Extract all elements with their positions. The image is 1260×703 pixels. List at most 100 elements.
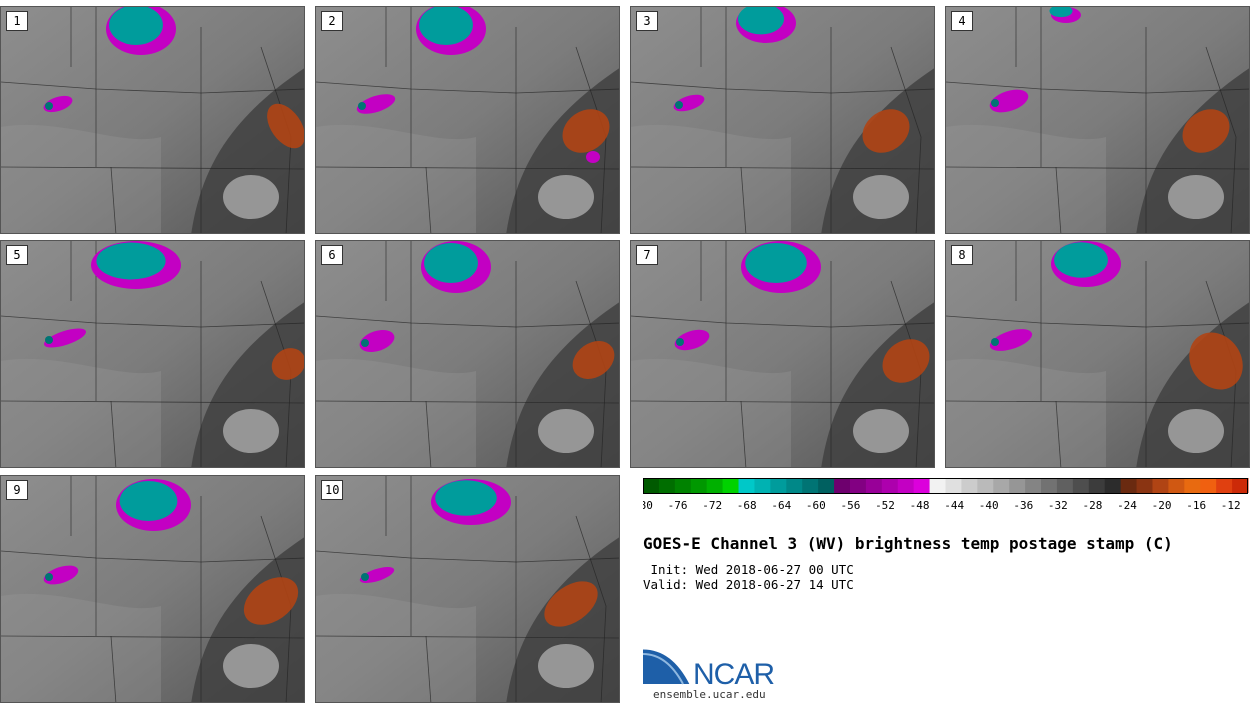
western-storm-core: [45, 336, 53, 344]
western-storm: [989, 329, 1033, 351]
colorbar-bin: [1120, 478, 1138, 493]
colorbar-tick-label: -64: [771, 499, 791, 512]
wv-map-5: [1, 241, 304, 467]
light-cloud: [538, 644, 594, 688]
state-boundary: [1, 166, 304, 170]
western-storm: [989, 89, 1029, 113]
state-boundary: [1205, 46, 1237, 233]
state-boundary: [425, 166, 432, 233]
wv-map-7: [631, 241, 934, 467]
member-label: 9: [6, 480, 28, 500]
warm-feature: [271, 348, 304, 380]
colorbar-tick-label: -16: [1186, 499, 1206, 512]
member-panel-3: 3: [630, 6, 935, 234]
warm-feature: [882, 339, 930, 383]
state-boundary: [631, 166, 934, 170]
colorbar-tick-label: -56: [840, 499, 860, 512]
wv-map-2: [316, 7, 619, 233]
state-boundary: [1, 400, 304, 404]
logo-url: ensemble.ucar.edu: [653, 688, 766, 701]
colorbar-bin: [961, 478, 978, 493]
wv-map-9: [1, 476, 304, 702]
colorbar-bin: [802, 478, 819, 493]
colorbar-bin: [1072, 478, 1090, 493]
member-panel-4: 4: [945, 6, 1250, 234]
coldest-cloud-top: [737, 7, 785, 35]
coldest-cloud-top: [419, 7, 473, 45]
warm-feature: [267, 103, 304, 149]
state-boundary: [316, 635, 619, 639]
warm-feature: [1182, 109, 1230, 153]
western-storm-core: [991, 338, 999, 346]
state-boundary: [110, 635, 117, 702]
coldest-cloud-top: [424, 243, 478, 283]
state-boundary: [110, 400, 117, 467]
wv-map-4: [946, 7, 1249, 233]
light-cloud: [538, 175, 594, 219]
warm-feature: [243, 577, 299, 625]
colorbar-tick-label: -24: [1117, 499, 1137, 512]
moist-region: [1, 593, 161, 702]
southern-storm: [586, 151, 600, 163]
init-time: Init: Wed 2018-06-27 00 UTC: [643, 562, 854, 577]
colorbar-frame: [643, 478, 1248, 494]
state-boundary: [890, 46, 922, 233]
colorbar-bin: [1168, 478, 1185, 493]
state-boundary: [946, 81, 1249, 94]
coldest-cloud-top: [1054, 242, 1108, 278]
colorbar-bin: [834, 478, 851, 493]
wv-map-3: [631, 7, 934, 233]
coldest-cloud-top: [1049, 7, 1073, 18]
colorbar-bin: [706, 478, 724, 493]
member-label: 8: [951, 245, 973, 265]
colorbar-tick-label: -80: [643, 499, 653, 512]
western-storm-core: [676, 338, 684, 346]
state-boundary: [425, 635, 432, 702]
warm-feature: [544, 581, 598, 627]
state-boundary: [1055, 400, 1062, 467]
state-boundary: [575, 515, 607, 702]
western-storm: [43, 565, 79, 585]
colorbar-tick-label: -44: [944, 499, 964, 512]
member-panel-9: 9: [0, 475, 305, 703]
colorbar-bin: [945, 478, 962, 493]
colorbar-bin: [754, 478, 771, 493]
light-cloud: [1168, 175, 1224, 219]
state-boundary: [631, 400, 934, 404]
colorbar-bin: [1025, 478, 1042, 493]
light-cloud: [223, 644, 279, 688]
member-label: 1: [6, 11, 28, 31]
colorbar: -80 -76 -72 -68 -64 -60 -56 -52 -48 -44 -40 -36 -32 -…: [643, 478, 1249, 512]
coldest-cloud-top: [745, 243, 807, 283]
colorbar-tick-label: -48: [910, 499, 930, 512]
coldest-cloud-top: [96, 242, 166, 280]
light-cloud: [853, 175, 909, 219]
member-panel-1: 1: [0, 6, 305, 234]
state-boundary: [1, 315, 304, 328]
wv-map-6: [316, 241, 619, 467]
moist-region: [631, 358, 791, 467]
state-boundary: [316, 315, 619, 328]
warm-feature: [862, 109, 910, 153]
member-label: 2: [321, 11, 343, 31]
member-panel-5: 5: [0, 240, 305, 468]
colorbar-bin: [897, 478, 915, 493]
state-boundary: [1055, 166, 1062, 233]
colorbar-bin: [658, 478, 676, 493]
state-boundary: [740, 400, 747, 467]
coldest-cloud-top: [109, 7, 163, 45]
colorbar-bin: [865, 478, 883, 493]
member-panel-6: 6: [315, 240, 620, 468]
wv-map-1: [1, 7, 304, 233]
warm-feature: [572, 341, 615, 379]
moist-region: [316, 124, 476, 233]
figure-title: GOES-E Channel 3 (WV) brightness temp po…: [643, 534, 1173, 553]
state-boundary: [316, 166, 619, 170]
colorbar-bin: [722, 478, 740, 493]
colorbar-tick-label: -32: [1048, 499, 1068, 512]
state-boundary: [740, 166, 747, 233]
state-boundary: [316, 550, 619, 563]
wv-map-8: [946, 241, 1249, 467]
state-boundary: [316, 400, 619, 404]
colorbar-tick-label: -12: [1221, 499, 1241, 512]
